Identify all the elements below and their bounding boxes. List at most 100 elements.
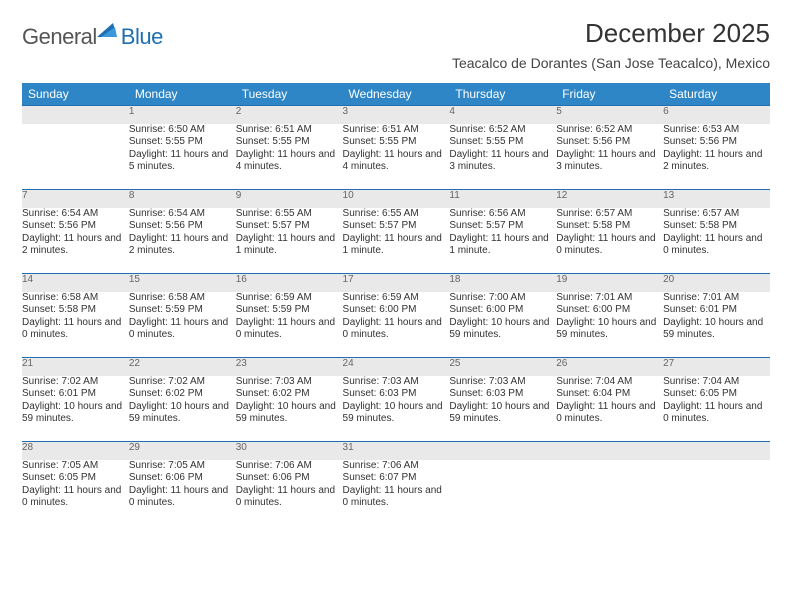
sunset-text: Sunset: 5:55 PM xyxy=(129,136,236,149)
sunrise-text: Sunrise: 7:05 AM xyxy=(129,460,236,473)
daylight-text: Daylight: 10 hours and 59 minutes. xyxy=(556,317,663,342)
day-detail-cell: Sunrise: 7:03 AMSunset: 6:03 PMDaylight:… xyxy=(343,376,450,442)
sunrise-text: Sunrise: 7:02 AM xyxy=(129,376,236,389)
daynum-row: 78910111213 xyxy=(22,190,770,208)
sunrise-text: Sunrise: 6:59 AM xyxy=(343,292,450,305)
daylight-text: Daylight: 10 hours and 59 minutes. xyxy=(449,317,556,342)
weekday-header: Tuesday xyxy=(236,83,343,106)
day-detail-cell: Sunrise: 7:05 AMSunset: 6:06 PMDaylight:… xyxy=(129,460,236,526)
daylight-text: Daylight: 11 hours and 0 minutes. xyxy=(663,401,770,426)
day-number-cell: 1 xyxy=(129,106,236,124)
sunset-text: Sunset: 6:02 PM xyxy=(129,388,236,401)
sunset-text: Sunset: 5:57 PM xyxy=(236,220,343,233)
day-number-cell: 5 xyxy=(556,106,663,124)
sunrise-text: Sunrise: 6:58 AM xyxy=(22,292,129,305)
sunset-text: Sunset: 5:56 PM xyxy=(556,136,663,149)
day-detail-cell: Sunrise: 6:54 AMSunset: 5:56 PMDaylight:… xyxy=(22,208,129,274)
sunrise-text: Sunrise: 7:01 AM xyxy=(663,292,770,305)
daylight-text: Daylight: 11 hours and 0 minutes. xyxy=(663,233,770,258)
day-detail-cell: Sunrise: 6:58 AMSunset: 5:59 PMDaylight:… xyxy=(129,292,236,358)
sunrise-text: Sunrise: 7:06 AM xyxy=(343,460,450,473)
day-detail-cell xyxy=(556,460,663,526)
daylight-text: Daylight: 11 hours and 5 minutes. xyxy=(129,149,236,174)
sunset-text: Sunset: 5:56 PM xyxy=(22,220,129,233)
day-detail-cell: Sunrise: 7:02 AMSunset: 6:02 PMDaylight:… xyxy=(129,376,236,442)
weekday-header: Monday xyxy=(129,83,236,106)
day-number-cell: 10 xyxy=(343,190,450,208)
weekday-header: Wednesday xyxy=(343,83,450,106)
sunrise-text: Sunrise: 6:53 AM xyxy=(663,124,770,137)
day-detail-cell xyxy=(449,460,556,526)
day-detail-cell: Sunrise: 7:05 AMSunset: 6:05 PMDaylight:… xyxy=(22,460,129,526)
sunrise-text: Sunrise: 7:04 AM xyxy=(663,376,770,389)
day-number-cell: 21 xyxy=(22,358,129,376)
sunset-text: Sunset: 6:06 PM xyxy=(236,472,343,485)
daynum-row: 123456 xyxy=(22,106,770,124)
day-number-cell: 3 xyxy=(343,106,450,124)
daylight-text: Daylight: 11 hours and 2 minutes. xyxy=(129,233,236,258)
sunset-text: Sunset: 6:00 PM xyxy=(449,304,556,317)
logo-triangle-icon xyxy=(97,21,117,37)
day-number-cell: 22 xyxy=(129,358,236,376)
sunrise-text: Sunrise: 6:52 AM xyxy=(556,124,663,137)
sunrise-text: Sunrise: 6:57 AM xyxy=(556,208,663,221)
daylight-text: Daylight: 11 hours and 0 minutes. xyxy=(22,485,129,510)
daylight-text: Daylight: 11 hours and 0 minutes. xyxy=(129,317,236,342)
day-number-cell: 28 xyxy=(22,442,129,460)
day-detail-cell: Sunrise: 7:04 AMSunset: 6:05 PMDaylight:… xyxy=(663,376,770,442)
day-number-cell: 26 xyxy=(556,358,663,376)
daylight-text: Daylight: 11 hours and 3 minutes. xyxy=(449,149,556,174)
daylight-text: Daylight: 11 hours and 0 minutes. xyxy=(343,317,450,342)
day-number-cell: 6 xyxy=(663,106,770,124)
month-title: December 2025 xyxy=(452,18,770,49)
sunset-text: Sunset: 6:05 PM xyxy=(22,472,129,485)
daylight-text: Daylight: 10 hours and 59 minutes. xyxy=(129,401,236,426)
brand-part2: Blue xyxy=(121,24,163,50)
sunset-text: Sunset: 6:01 PM xyxy=(22,388,129,401)
daylight-text: Daylight: 10 hours and 59 minutes. xyxy=(22,401,129,426)
sunset-text: Sunset: 6:02 PM xyxy=(236,388,343,401)
day-number-cell: 27 xyxy=(663,358,770,376)
detail-row: Sunrise: 7:05 AMSunset: 6:05 PMDaylight:… xyxy=(22,460,770,526)
daylight-text: Daylight: 11 hours and 3 minutes. xyxy=(556,149,663,174)
sunrise-text: Sunrise: 6:55 AM xyxy=(343,208,450,221)
header-right: December 2025 Teacalco de Dorantes (San … xyxy=(452,18,770,71)
sunrise-text: Sunrise: 7:03 AM xyxy=(449,376,556,389)
sunset-text: Sunset: 5:59 PM xyxy=(236,304,343,317)
daynum-row: 28293031 xyxy=(22,442,770,460)
daylight-text: Daylight: 11 hours and 2 minutes. xyxy=(663,149,770,174)
day-number-cell: 20 xyxy=(663,274,770,292)
sunset-text: Sunset: 5:57 PM xyxy=(343,220,450,233)
weekday-header: Sunday xyxy=(22,83,129,106)
calendar-table: SundayMondayTuesdayWednesdayThursdayFrid… xyxy=(22,83,770,526)
sunrise-text: Sunrise: 7:03 AM xyxy=(236,376,343,389)
day-detail-cell xyxy=(22,124,129,190)
sunset-text: Sunset: 5:58 PM xyxy=(663,220,770,233)
daylight-text: Daylight: 10 hours and 59 minutes. xyxy=(343,401,450,426)
weekday-header: Thursday xyxy=(449,83,556,106)
sunset-text: Sunset: 5:57 PM xyxy=(449,220,556,233)
brand-part1: General xyxy=(22,24,97,50)
sunset-text: Sunset: 6:05 PM xyxy=(663,388,770,401)
day-number-cell: 15 xyxy=(129,274,236,292)
sunset-text: Sunset: 5:58 PM xyxy=(22,304,129,317)
day-detail-cell: Sunrise: 7:00 AMSunset: 6:00 PMDaylight:… xyxy=(449,292,556,358)
detail-row: Sunrise: 6:54 AMSunset: 5:56 PMDaylight:… xyxy=(22,208,770,274)
sunset-text: Sunset: 6:00 PM xyxy=(556,304,663,317)
daylight-text: Daylight: 11 hours and 2 minutes. xyxy=(22,233,129,258)
sunrise-text: Sunrise: 7:06 AM xyxy=(236,460,343,473)
daylight-text: Daylight: 11 hours and 4 minutes. xyxy=(343,149,450,174)
sunrise-text: Sunrise: 6:51 AM xyxy=(343,124,450,137)
header: General Blue December 2025 Teacalco de D… xyxy=(22,18,770,71)
sunrise-text: Sunrise: 6:56 AM xyxy=(449,208,556,221)
daynum-row: 14151617181920 xyxy=(22,274,770,292)
day-number-cell: 30 xyxy=(236,442,343,460)
daylight-text: Daylight: 11 hours and 0 minutes. xyxy=(343,485,450,510)
day-detail-cell: Sunrise: 6:57 AMSunset: 5:58 PMDaylight:… xyxy=(663,208,770,274)
day-detail-cell: Sunrise: 7:02 AMSunset: 6:01 PMDaylight:… xyxy=(22,376,129,442)
day-number-cell: 16 xyxy=(236,274,343,292)
sunrise-text: Sunrise: 7:05 AM xyxy=(22,460,129,473)
day-detail-cell: Sunrise: 7:03 AMSunset: 6:03 PMDaylight:… xyxy=(449,376,556,442)
sunset-text: Sunset: 6:04 PM xyxy=(556,388,663,401)
day-detail-cell: Sunrise: 7:06 AMSunset: 6:06 PMDaylight:… xyxy=(236,460,343,526)
